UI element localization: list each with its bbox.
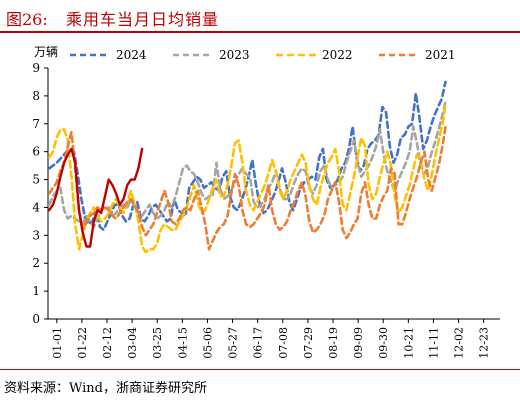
y-axis: 0 1 2 3 4 5 6 7 8 9	[32, 61, 49, 326]
y-tick-label: 1	[32, 284, 40, 298]
x-tick-label: 07-08	[277, 327, 290, 359]
x-tick-label: 05-06	[201, 327, 214, 359]
y-tick-label: 6	[32, 145, 40, 159]
legend-label-2023: 2023	[219, 48, 250, 62]
source-note: 资料来源：Wind，浙商证券研究所	[4, 381, 207, 396]
x-tick-label: 03-04	[126, 327, 139, 359]
x-tick-label: 01-22	[76, 327, 89, 359]
y-tick-label: 7	[32, 117, 40, 131]
series-line-2021	[47, 125, 447, 251]
x-tick-label: 01-01	[51, 327, 64, 359]
x-tick-label: 09-30	[377, 327, 390, 359]
y-tick-label: 8	[32, 89, 40, 103]
x-tick-label: 12-02	[453, 327, 466, 359]
y-tick-label: 3	[32, 228, 40, 242]
series-line-2025	[48, 147, 144, 248]
title-divider	[0, 31, 520, 33]
figure-label: 图26:	[6, 10, 48, 29]
chart-title: 乘用车当月日均销量	[66, 10, 220, 29]
title-bar: 图26: 乘用车当月日均销量	[0, 0, 520, 30]
y-tick-label: 2	[32, 256, 40, 270]
x-tick-label: 05-27	[227, 327, 240, 359]
x-tick-label: 06-17	[252, 327, 265, 359]
series-line-2023	[47, 100, 447, 229]
x-tick-label: 08-19	[327, 327, 340, 359]
line-chart: 万辆 2024 2023 2022 2021 0 1 2 3 4 5 6 7 8 9 01-01 01-2…	[32, 45, 500, 359]
legend-label-2022: 2022	[322, 48, 353, 62]
x-tick-label: 12-23	[478, 327, 491, 359]
y-tick-label: 5	[32, 173, 40, 187]
footer-divider	[0, 369, 520, 370]
series-line-2022	[47, 103, 447, 254]
x-tick-label: 07-29	[302, 327, 315, 359]
y-tick-label: 9	[32, 61, 40, 75]
x-tick-label: 10-21	[402, 327, 415, 359]
y-tick-label: 4	[32, 200, 40, 214]
legend-label-2024: 2024	[116, 48, 147, 62]
x-tick-label: 11-11	[427, 327, 440, 359]
legend: 2024 2023 2022 2021	[70, 48, 456, 62]
x-tick-label: 03-25	[151, 327, 164, 359]
x-axis: 01-01 01-22 02-12 03-04 03-25 04-15 05-06 05-27…	[48, 318, 500, 359]
series-line-2024	[47, 80, 447, 232]
x-tick-label: 04-15	[176, 327, 189, 359]
x-tick-label: 02-12	[101, 327, 114, 359]
y-axis-unit: 万辆	[34, 45, 58, 59]
plot-area	[47, 80, 447, 254]
legend-label-2021: 2021	[425, 48, 456, 62]
x-tick-label: 09-09	[352, 327, 365, 359]
y-tick-label: 0	[32, 312, 40, 326]
